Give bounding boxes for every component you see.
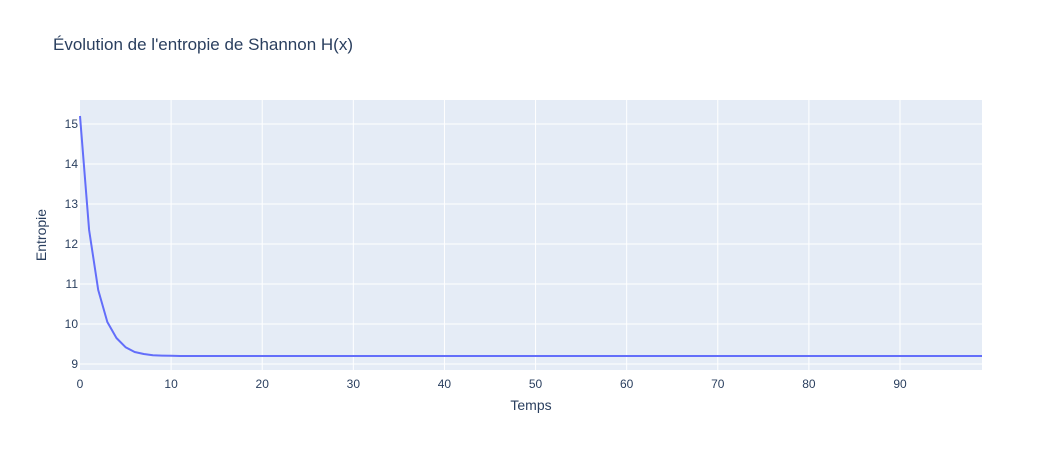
x-tick-label: 0 — [77, 377, 84, 391]
x-tick-label: 10 — [164, 377, 178, 391]
y-tick-label: 13 — [65, 197, 79, 211]
plot-area — [80, 100, 982, 370]
y-tick-label: 12 — [65, 237, 79, 251]
x-tick-label: 50 — [529, 377, 543, 391]
y-axis-title: Entropie — [33, 209, 49, 261]
y-axis-ticks: 9 10 11 12 13 14 15 — [65, 117, 79, 371]
x-tick-label: 80 — [802, 377, 816, 391]
y-tick-label: 9 — [71, 357, 78, 371]
series-line — [79, 115, 982, 357]
x-tick-label: 70 — [711, 377, 725, 391]
chart-title: Évolution de l'entropie de Shannon H(x) — [53, 35, 353, 54]
x-tick-label: 90 — [893, 377, 907, 391]
x-tick-label: 60 — [620, 377, 634, 391]
y-tick-label: 10 — [65, 317, 79, 331]
x-tick-label: 40 — [438, 377, 452, 391]
x-axis-ticks: 0 10 20 30 40 50 60 70 80 90 — [77, 377, 907, 391]
x-axis-title: Temps — [510, 397, 551, 413]
y-tick-label: 14 — [65, 157, 79, 171]
series-layer — [79, 115, 982, 357]
x-tick-label: 20 — [256, 377, 270, 391]
x-tick-label: 30 — [347, 377, 361, 391]
grid-lines — [80, 100, 982, 370]
y-tick-label: 15 — [65, 117, 79, 131]
y-tick-label: 11 — [66, 277, 79, 291]
